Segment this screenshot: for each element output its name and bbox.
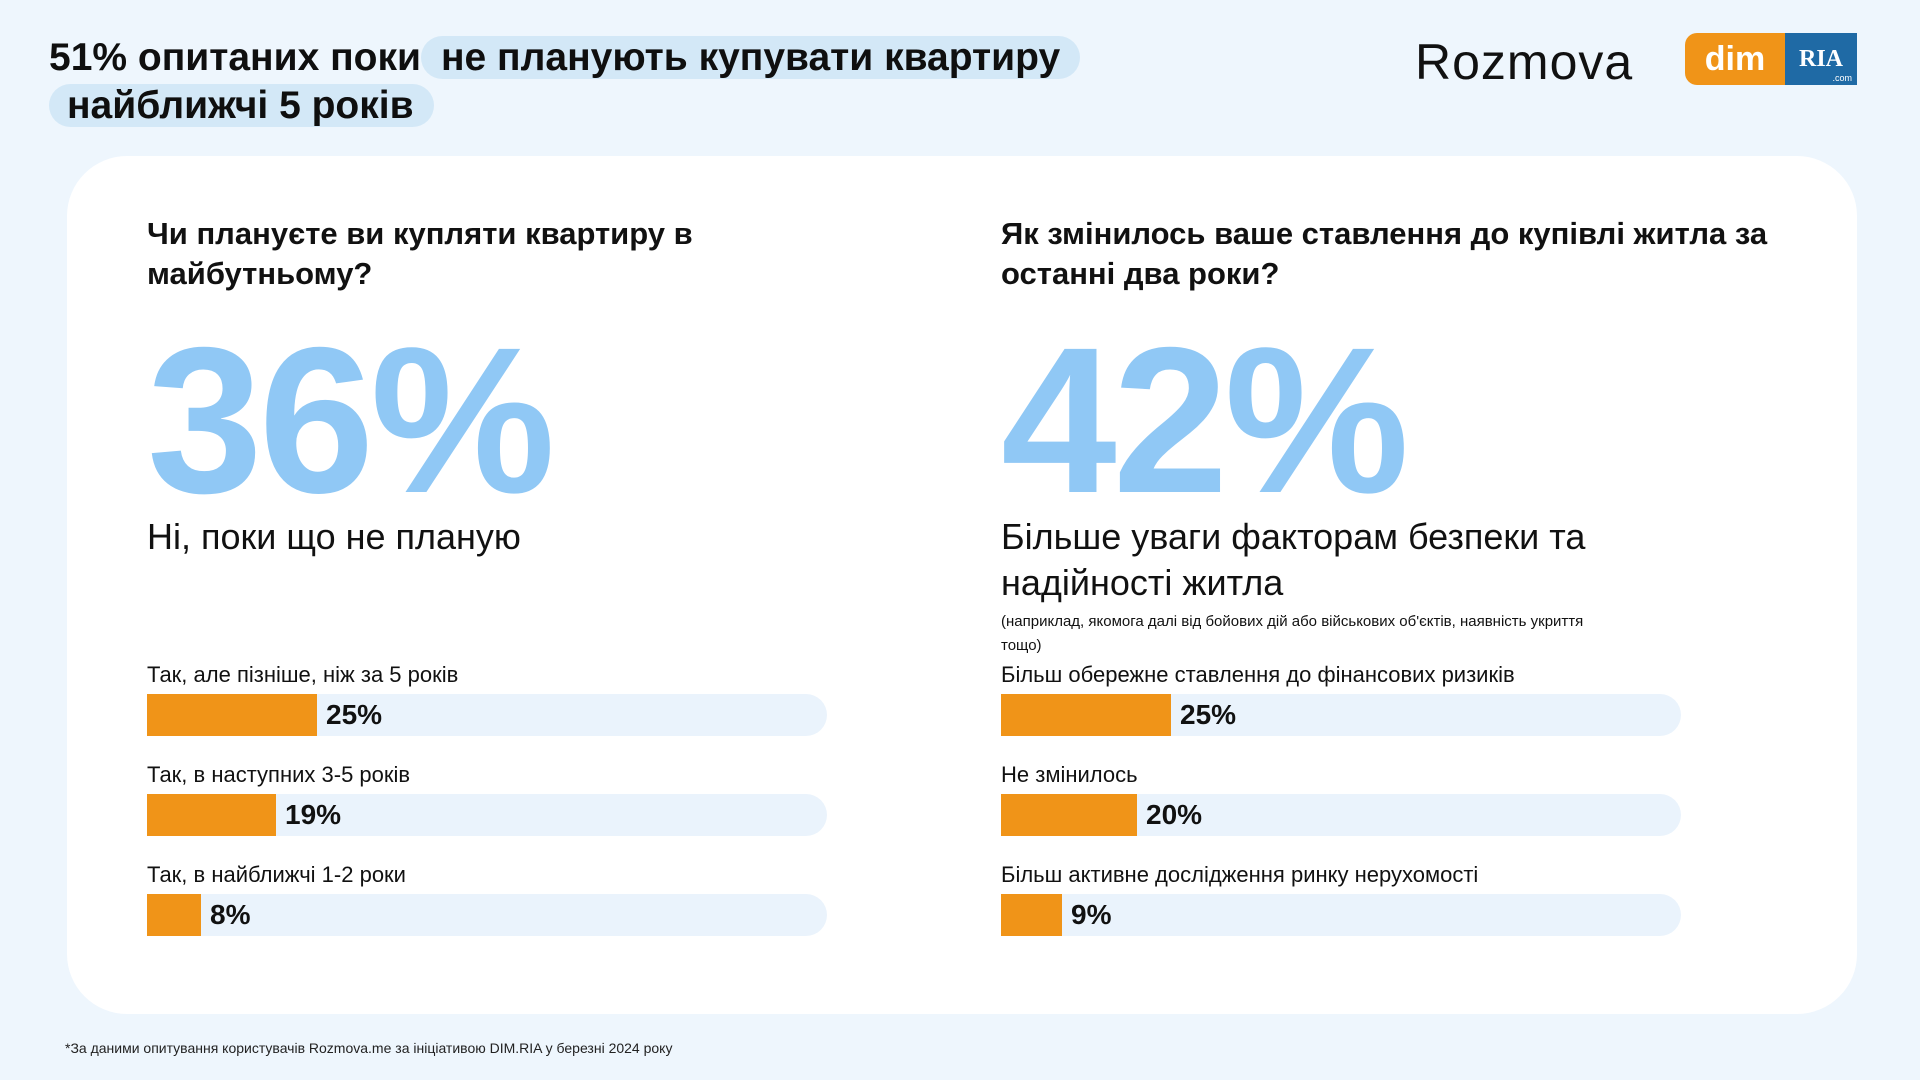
bar-category-label: Більш активне дослідження ринку нерухомо… [1001, 862, 1479, 887]
left-bar-chart: Так, але пізніше, ніж за 5 років 25% Так, … [147, 660, 837, 960]
bar-value-label: 25% [1180, 699, 1237, 730]
bar-value-label: 19% [285, 799, 342, 830]
bar [1001, 694, 1171, 736]
bar [147, 894, 201, 936]
bar-category-label: Так, але пізніше, ніж за 5 років [147, 662, 459, 687]
bar-track: 25% [147, 694, 827, 736]
content-card: Чи плануєте ви купляти квартиру в майбут… [67, 156, 1857, 1014]
ria-logo-text: RIA .com [1785, 33, 1857, 85]
dim-ria-logo: dim RIA .com [1685, 33, 1857, 85]
bar-row: Так, але пізніше, ніж за 5 років 25% [147, 660, 837, 760]
bar-row: Більш активне дослідження ринку нерухомо… [1001, 860, 1691, 960]
bar-row: Не змінилось 20% [1001, 760, 1691, 860]
bar [147, 794, 276, 836]
left-big-value: 36% [147, 305, 555, 537]
bar-value-label: 20% [1146, 799, 1203, 830]
right-question: Як змінилось ваше ставлення до купівлі ж… [1001, 216, 1768, 291]
left-column: Чи плануєте ви купляти квартиру в майбут… [147, 214, 907, 560]
title-line-2: найближчі 5 років [49, 82, 1080, 130]
bar-track: 25% [1001, 694, 1681, 736]
bar-value-label: 25% [326, 699, 383, 730]
bar-category-label: Так, в наступних 3-5 років [147, 762, 411, 787]
bar [147, 694, 317, 736]
rozmova-logo: Rozmova [1415, 34, 1634, 90]
bar [1001, 894, 1062, 936]
right-big-label: Більше уваги факторам безпеки та надійно… [1001, 516, 1586, 603]
bar-category-label: Не змінилось [1001, 762, 1138, 787]
left-question: Чи плануєте ви купляти квартиру в майбут… [147, 216, 693, 291]
ria-text: RIA [1798, 45, 1843, 72]
right-bar-chart: Більш обережне ставлення до фінансових р… [1001, 660, 1691, 960]
bar-category-label: Більш обережне ставлення до фінансових р… [1001, 662, 1515, 687]
bar-value-label: 9% [1071, 899, 1112, 930]
bar [1001, 794, 1137, 836]
right-column: Як змінилось ваше ставлення до купівлі ж… [1001, 214, 1767, 658]
bar-row: Більш обережне ставлення до фінансових р… [1001, 660, 1691, 760]
title-highlight-1: не планують купувати квартиру [420, 36, 1081, 79]
footnote: *За даними опитування користувачів Rozmo… [65, 1040, 673, 1056]
bar-row: Так, в наступних 3-5 років 19% [147, 760, 837, 860]
bar-track: 9% [1001, 894, 1681, 936]
title-highlight-2: найближчі 5 років [49, 84, 434, 127]
title-line-1: 51% опитаних поки не планують купувати кв… [49, 34, 1081, 82]
bar-track: 19% [147, 794, 827, 836]
title-plain: 51% опитаних поки [49, 36, 421, 79]
bar-row: Так, в найближчі 1-2 роки 8% [147, 860, 837, 960]
page-title: 51% опитаних поки не планують купувати кв… [49, 34, 1081, 130]
bar-value-label: 8% [210, 899, 251, 930]
right-big-value: 42% [1001, 305, 1409, 537]
right-note: (наприклад, якомога далі від бойових дій… [1001, 613, 1584, 654]
dim-logo-text: dim [1685, 33, 1785, 85]
bar-track: 8% [147, 894, 827, 936]
ria-com-text: .com [1832, 73, 1852, 83]
bar-category-label: Так, в найближчі 1-2 роки [147, 862, 406, 887]
bar-track: 20% [1001, 794, 1681, 836]
left-big-label: Ні, поки що не планую [147, 516, 521, 557]
